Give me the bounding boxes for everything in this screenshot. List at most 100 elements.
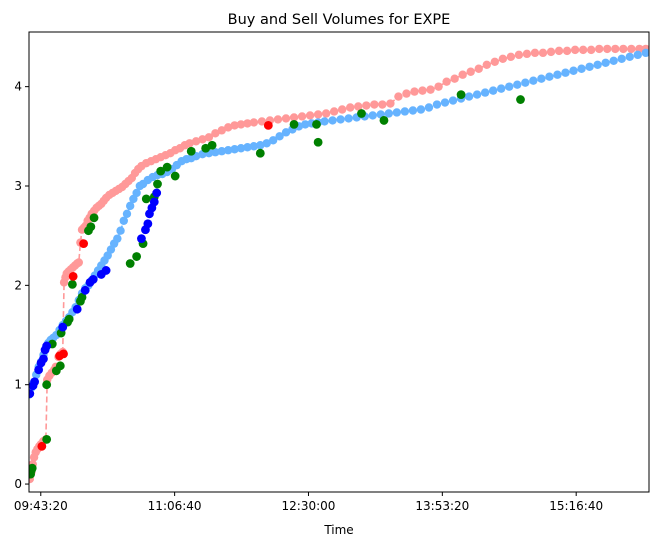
series-0-point [378,100,387,109]
marker-0-point [207,140,217,150]
series-1-point [641,48,649,58]
series-0-point [482,60,491,69]
marker-0-point [153,179,162,189]
series-0-point [329,107,339,116]
series-1-point [116,226,125,235]
x-tick-label: 15:16:40 [549,499,603,513]
marker-0-point [255,148,265,158]
series-1-point [400,107,410,116]
series-1-point [328,116,337,125]
marker-0-point [170,171,180,181]
series-0-point [506,52,516,62]
x-tick-label: 09:43:20 [14,499,68,513]
series-0-point [394,92,403,101]
series-0-point [578,45,588,55]
series-0-point [273,115,283,124]
series-1-point [593,60,602,69]
series-0-point [619,44,628,54]
series-0-point [418,86,427,95]
series-0-point [426,85,435,94]
series-0-point [191,137,201,146]
series-0-point [257,117,267,126]
marker-0-point [312,120,321,129]
series-1-point [119,216,128,225]
series-1-point [392,108,402,117]
marker-0-point [379,116,389,125]
series-1-point [281,128,291,137]
series-0-point [236,120,246,129]
series-1-point [432,100,442,109]
series-0-point [450,74,459,83]
series-1-point [275,132,284,141]
series-1-point [577,64,586,73]
series-0-point [211,129,220,138]
x-tick-label: 12:30:00 [282,499,336,513]
series-1-point [424,103,434,112]
series-1-point [561,68,570,77]
series-0-point [249,118,259,127]
series-0-point [386,99,395,108]
series-0-point [586,45,596,55]
series-1-point [236,144,246,153]
series-1-point [625,52,634,62]
series-1-point [217,147,226,156]
series-1-point [268,136,278,145]
marker-2-point [34,365,44,375]
series-1-point [472,90,482,99]
y-tick-label: 4 [14,80,22,94]
marker-0-point [89,213,99,223]
series-0-point [281,114,291,123]
series-1-point [601,58,610,67]
series-0-point [498,54,508,64]
series-0-point [370,100,379,109]
x-tick-label: 11:06:40 [148,499,202,513]
series-0-point [338,105,347,114]
marker-2-point [143,219,153,229]
series-0-point [514,50,524,60]
series-1-point [464,92,474,101]
marker-2-point [88,274,98,284]
series-1-point [617,54,626,64]
series-0-point [305,111,315,120]
x-axis-label: Time [323,523,353,537]
marker-0-point [141,194,151,204]
series-0-point [217,126,226,135]
series-0-point [313,110,323,119]
series-0-point [611,44,620,54]
marker-0-point [289,120,299,129]
series-1-point [513,80,522,89]
marker-0-point [186,146,196,156]
marker-1-point [37,441,47,451]
series-0-point [538,48,548,58]
y-tick-label: 1 [14,378,22,392]
series-1-point [505,82,514,91]
marker-2-point [30,377,40,387]
series-0-point [603,44,612,54]
series-0-point [223,123,233,132]
series-1-point [243,143,252,152]
series-0-point [562,46,572,56]
marker-0-point [77,292,87,302]
series-0-point [346,103,355,112]
series-1-point [408,106,418,115]
series-1-point [132,188,141,198]
marker-0-point [29,463,37,473]
series-1-point [320,117,329,126]
series-1-point [368,111,377,120]
series-1-point [336,115,345,124]
marker-2-point [39,354,48,364]
marker-2-point [29,389,35,399]
series-0-point [546,47,556,57]
series-0-point [522,49,532,59]
series-1-point [633,50,642,60]
marker-1-point [263,120,273,130]
series-0-point [297,112,307,121]
series-0-point [474,64,483,73]
marker-2-point [42,341,52,351]
series-0-point [321,109,331,118]
series-0-point [185,139,194,148]
series-1-point [489,86,498,95]
marker-1-point [79,239,89,249]
marker-2-point [72,304,82,314]
